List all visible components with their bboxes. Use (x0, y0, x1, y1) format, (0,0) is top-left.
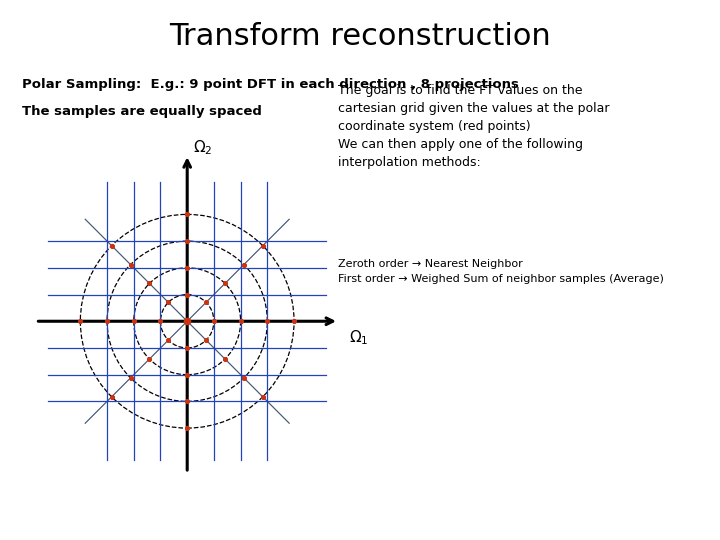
Text: The samples are equally spaced: The samples are equally spaced (22, 105, 261, 118)
Text: Transform reconstruction: Transform reconstruction (169, 22, 551, 51)
Text: Polar Sampling:  E.g.: 9 point DFT in each direction , 8 projections: Polar Sampling: E.g.: 9 point DFT in eac… (22, 78, 518, 91)
Text: $\Omega_1$: $\Omega_1$ (349, 328, 369, 347)
Text: Zeroth order → Nearest Neighbor
First order → Weighed Sum of neighbor samples (A: Zeroth order → Nearest Neighbor First or… (338, 259, 665, 284)
Text: The goal is to find the FT values on the
cartesian grid given the values at the : The goal is to find the FT values on the… (338, 84, 610, 168)
Text: $\Omega_2$: $\Omega_2$ (192, 139, 212, 157)
